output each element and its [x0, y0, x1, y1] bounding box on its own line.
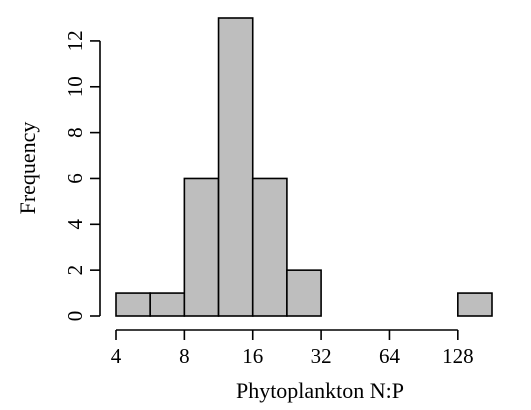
histogram-bar-5	[286, 269, 322, 317]
x-tick-label-5: 128	[442, 344, 474, 368]
x-tick-label-2: 16	[242, 344, 263, 368]
y-axis: 0 2 4 6 8 10 12	[63, 30, 101, 322]
histogram-bar-1	[149, 292, 186, 317]
histogram-bars	[115, 17, 493, 317]
y-tick-label-0: 0	[63, 311, 87, 322]
x-tick-label-0: 4	[111, 344, 122, 368]
x-axis-label: Phytoplankton N:P	[236, 378, 404, 403]
histogram-bar-10	[457, 292, 493, 317]
x-tick-label-3: 32	[311, 344, 332, 368]
histogram-bar-3	[217, 17, 254, 317]
y-axis-label: Frequency	[15, 122, 40, 215]
y-tick-label-5: 10	[63, 76, 87, 97]
histogram-bar-0	[115, 292, 151, 317]
x-tick-label-1: 8	[179, 344, 190, 368]
x-axis: 4 8 16 32 64 128	[111, 329, 474, 368]
x-tick-label-4: 64	[379, 344, 401, 368]
histogram-bar-4	[251, 177, 288, 317]
y-tick-label-1: 2	[63, 265, 87, 276]
y-tick-label-4: 8	[63, 127, 87, 138]
y-tick-label-2: 4	[63, 219, 87, 230]
y-tick-label-6: 12	[63, 30, 87, 51]
y-tick-label-3: 6	[63, 173, 87, 184]
histogram-bar-2	[183, 177, 220, 317]
